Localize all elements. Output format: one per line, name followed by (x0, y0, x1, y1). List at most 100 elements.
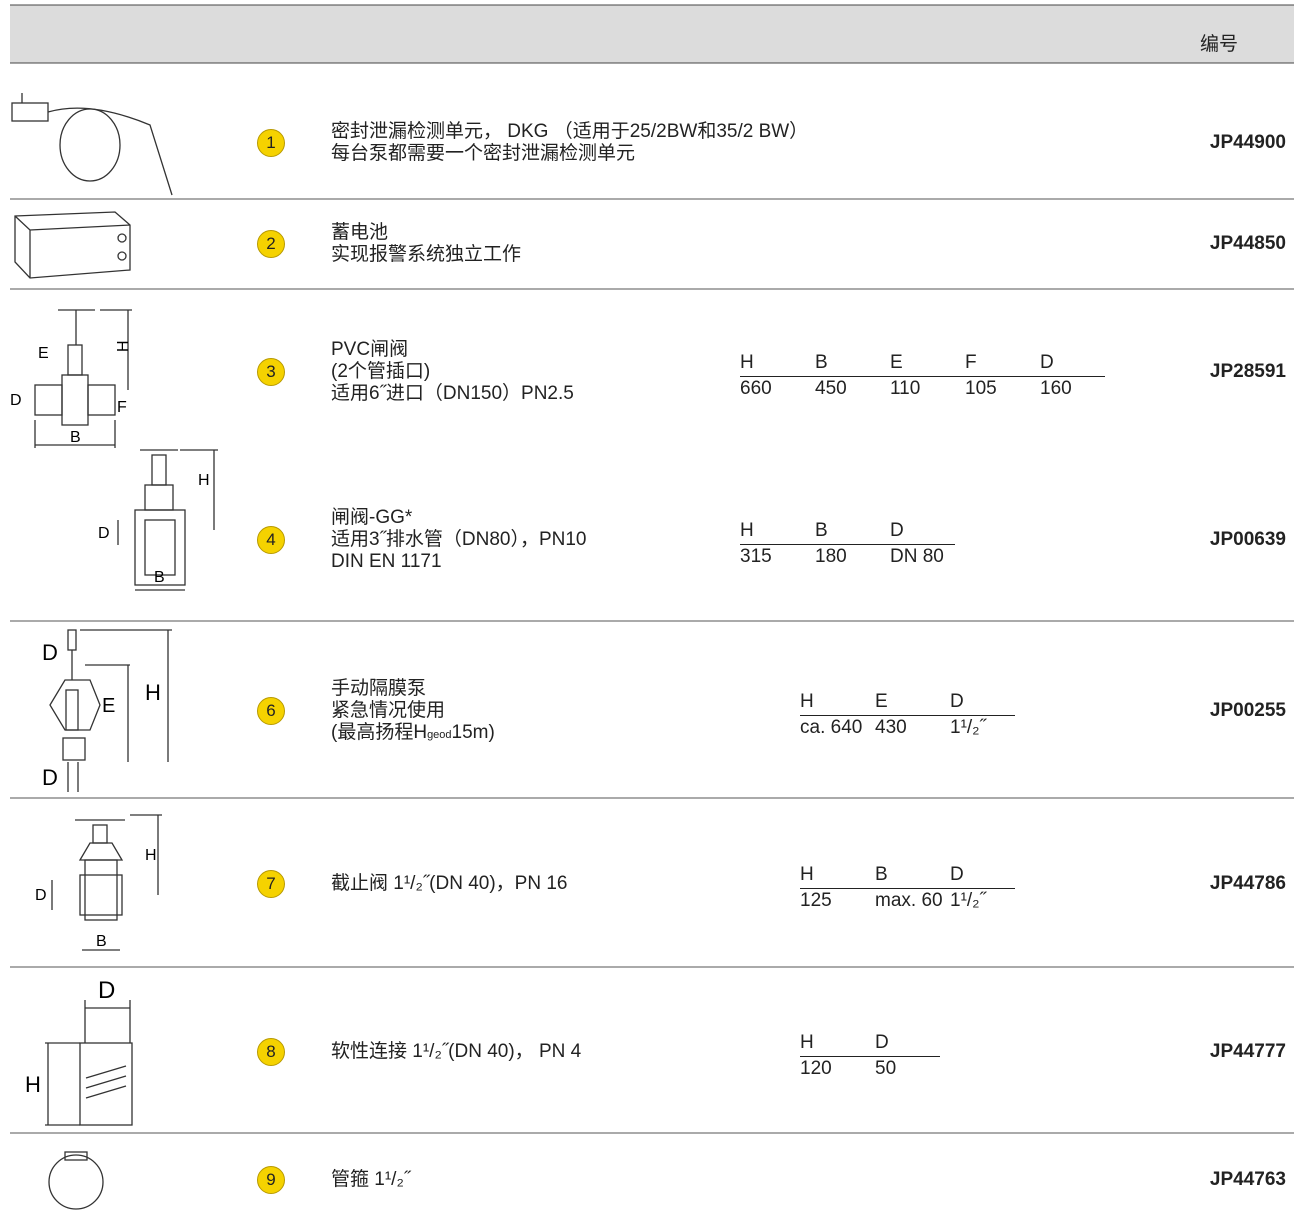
dim-value: 315 (740, 546, 772, 567)
dim-label: D (890, 520, 904, 541)
item-number: 9 (257, 1166, 285, 1194)
dim-rule (740, 376, 1105, 377)
dim-label: B (875, 864, 888, 885)
figure-label: B (70, 429, 81, 446)
dim-value: max. 60 (875, 890, 943, 911)
dim-value: 50 (875, 1058, 897, 1079)
description-line: 截止阀 1¹/₂˝(DN 40)，PN 16 (331, 873, 568, 894)
description-line: 实现报警系统独立工作 (331, 244, 522, 265)
dim-rule (800, 715, 1015, 716)
dim-label: B (815, 352, 828, 373)
figure-label: D (35, 887, 47, 904)
item-number: 6 (257, 697, 285, 725)
dim-value: 1¹/₂˝ (950, 890, 986, 911)
dim-label: B (815, 520, 828, 541)
description-part: (最高扬程H (331, 722, 428, 743)
dim-label: D (950, 691, 964, 712)
dim-value: 1¹/₂˝ (950, 717, 986, 738)
dim-value: 120 (800, 1058, 832, 1079)
description-line: 适用3˝排水管（DN80），PN10 (331, 529, 587, 550)
dim-label: F (965, 352, 977, 373)
description-line: (最高扬程Hgeod15m) (331, 722, 495, 746)
figure-globe-valve (51, 814, 162, 951)
item-number: 4 (257, 526, 285, 554)
item-number: 1 (257, 129, 285, 157)
dim-value: 105 (965, 378, 997, 399)
description-line: 闸阀-GG* (331, 507, 413, 528)
description-line: 蓄电池 (331, 222, 389, 243)
description-line: DIN EN 1171 (331, 551, 442, 572)
figure-label: H (25, 1072, 41, 1097)
header-code: 编号 (1200, 34, 1239, 55)
figure-label: H (115, 340, 132, 352)
description-line: PVC闸阀 (331, 339, 409, 360)
dim-rule (800, 888, 1015, 889)
article-code: JP28591 (1209, 361, 1286, 382)
figure-label: F (117, 399, 127, 416)
dim-rule (800, 1056, 940, 1057)
article-code: JP44900 (1209, 132, 1286, 153)
item-number: 2 (257, 230, 285, 258)
article-code: JP00639 (1209, 529, 1286, 550)
description-line: 每台泵都需要一个密封泄漏检测单元 (331, 143, 636, 164)
dim-rule (740, 544, 955, 545)
article-code: JP44763 (1209, 1169, 1286, 1190)
description-line: 适用6˝进口（DN150）PN2.5 (331, 383, 574, 404)
dim-label: H (800, 864, 814, 885)
figure-label: D (42, 765, 58, 790)
dim-value: 180 (815, 546, 847, 567)
figure-label: B (96, 933, 107, 950)
figure-label: D (42, 640, 58, 665)
figure-label: B (154, 569, 165, 586)
item-number: 3 (257, 358, 285, 386)
figure-label: D (10, 392, 22, 409)
dim-value: 430 (875, 717, 907, 738)
dim-label: D (1040, 352, 1054, 373)
figure-label: E (102, 695, 115, 717)
figure-dkg (11, 93, 173, 196)
dim-label: H (740, 352, 754, 373)
figure-label: H (145, 847, 157, 864)
figure-gate-valve (117, 449, 218, 591)
figure-battery (14, 211, 131, 279)
description-line: (2个管插口) (331, 361, 431, 382)
figure-label: H (198, 472, 210, 489)
description-line: 软性连接 1¹/₂˝(DN 40)， PN 4 (331, 1041, 582, 1062)
article-code: JP44786 (1209, 873, 1286, 894)
dim-value: 660 (740, 378, 772, 399)
dim-label: H (800, 691, 814, 712)
description-line: 紧急情况使用 (331, 700, 446, 721)
figure-label: H (145, 680, 161, 705)
dim-value: 450 (815, 378, 847, 399)
article-code: JP00255 (1209, 700, 1286, 721)
dim-label: D (875, 1032, 889, 1053)
description-part: geod (427, 729, 452, 741)
description-line: 管箍 1¹/₂˝ (331, 1169, 411, 1190)
description-line: 手动隔膜泵 (331, 678, 427, 699)
dim-label: H (800, 1032, 814, 1053)
dim-label: D (950, 864, 964, 885)
row-lines (10, 198, 1294, 1134)
description-part: 15m) (451, 722, 495, 743)
figure-label: D (98, 525, 110, 542)
item-number: 7 (257, 870, 285, 898)
figure-label: E (38, 345, 49, 362)
dim-value: ca. 640 (800, 717, 863, 738)
figure-pvc-valve (34, 309, 132, 448)
dim-value: 110 (890, 378, 921, 399)
article-code: JP44777 (1209, 1041, 1286, 1062)
figure-hose (45, 1000, 133, 1126)
figure-label: D (98, 977, 115, 1004)
dim-label: E (875, 691, 888, 712)
description-line: 密封泄漏检测单元， DKG （适用于25/2BW和35/2 BW） (331, 121, 809, 142)
dim-value: 125 (800, 890, 832, 911)
dim-value: 160 (1040, 378, 1072, 399)
article-code: JP44850 (1209, 233, 1286, 254)
item-number: 8 (257, 1038, 285, 1066)
header-bar (10, 5, 1294, 63)
dim-label: H (740, 520, 754, 541)
figure-clamp (48, 1151, 104, 1210)
dim-value: DN 80 (890, 546, 944, 567)
